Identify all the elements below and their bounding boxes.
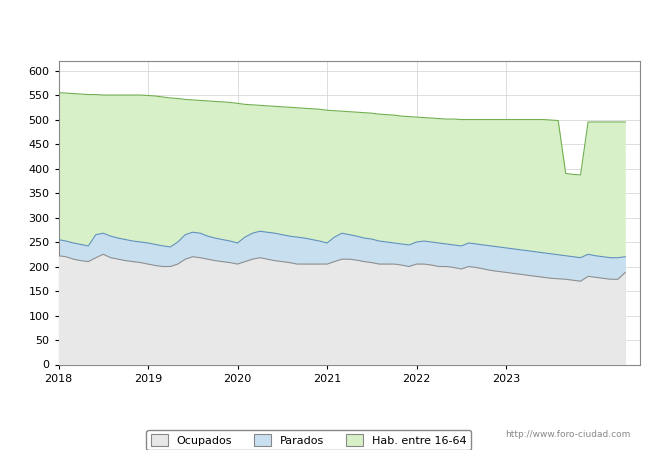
Text: Pueblonuevo de Miramontes - Evolucion de la poblacion en edad de Trabajar Mayo d: Pueblonuevo de Miramontes - Evolucion de… — [64, 18, 586, 29]
Text: http://www.foro-ciudad.com: http://www.foro-ciudad.com — [505, 430, 630, 439]
Legend: Ocupados, Parados, Hab. entre 16-64: Ocupados, Parados, Hab. entre 16-64 — [146, 430, 471, 450]
